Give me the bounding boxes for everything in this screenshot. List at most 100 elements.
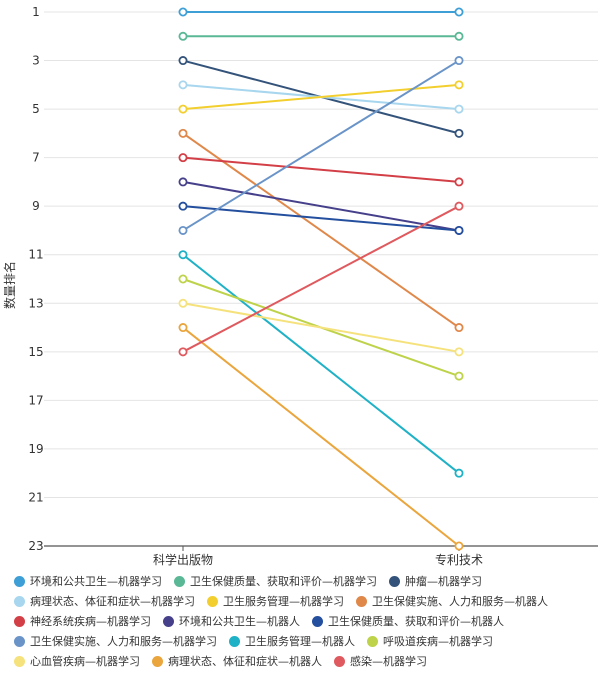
data-point — [178, 347, 188, 357]
legend-label: 感染—机器学习 — [350, 655, 427, 668]
legend-label: 环境和公共卫生—机器人 — [179, 615, 300, 628]
legend-item: 卫生保健实施、人力和服务—机器学习 — [14, 631, 217, 651]
y-tick-label: 3 — [32, 54, 40, 68]
data-point — [178, 274, 188, 284]
y-tick-label: 13 — [28, 296, 43, 310]
series — [178, 7, 464, 17]
legend-swatch — [152, 655, 163, 667]
data-point — [454, 104, 464, 114]
data-point — [454, 225, 464, 235]
y-tick-label: 7 — [32, 151, 40, 165]
gridlines — [44, 11, 598, 498]
legend-swatch — [229, 635, 240, 647]
legend-item: 感染—机器学习 — [334, 651, 427, 671]
series — [178, 153, 464, 187]
data-point — [178, 298, 188, 308]
legend-swatch — [367, 635, 378, 647]
data-point — [454, 7, 464, 17]
legend-label: 卫生服务管理—机器人 — [245, 635, 355, 648]
legend-label: 卫生保健质量、获取和评价—机器学习 — [190, 575, 377, 588]
legend-label: 卫生保健质量、获取和评价—机器人 — [328, 615, 504, 628]
legend-swatch — [312, 615, 323, 627]
data-point — [454, 56, 464, 66]
series-line — [182, 180, 460, 232]
series-line — [182, 253, 460, 474]
data-point — [178, 323, 188, 333]
series-line — [182, 302, 460, 353]
data-point — [178, 250, 188, 260]
data-point — [178, 104, 188, 114]
y-tick-label: 1 — [32, 5, 40, 19]
legend-item: 肿瘤—机器学习 — [389, 571, 482, 591]
x-tick-label: 专利技术 — [435, 552, 483, 567]
data-point — [178, 31, 188, 41]
legend-item: 病理状态、体征和症状—机器学习 — [14, 591, 195, 611]
series-line — [182, 156, 460, 183]
legend-item: 病理状态、体征和症状—机器人 — [152, 651, 322, 671]
legend-label: 病理状态、体征和症状—机器人 — [168, 655, 322, 668]
series — [178, 80, 464, 114]
legend-swatch — [334, 655, 345, 667]
data-point — [454, 323, 464, 333]
series — [178, 201, 464, 235]
legend-item: 卫生保健质量、获取和评价—机器人 — [312, 611, 504, 631]
legend-swatch — [14, 595, 25, 607]
data-point — [454, 201, 464, 211]
data-point — [454, 347, 464, 357]
data-point — [178, 225, 188, 235]
y-tick-label: 9 — [32, 199, 40, 213]
y-tick-label: 5 — [32, 102, 40, 116]
series-lines — [178, 7, 464, 551]
series — [178, 128, 464, 333]
series-line — [182, 205, 460, 232]
data-point — [178, 80, 188, 90]
data-point — [178, 153, 188, 163]
y-tick-label: 23 — [28, 539, 43, 553]
data-point — [454, 31, 464, 41]
legend-item: 卫生保健质量、获取和评价—机器学习 — [174, 571, 377, 591]
legend-swatch — [14, 635, 25, 647]
data-point — [454, 468, 464, 478]
legend-label: 神经系统疾病—机器学习 — [30, 615, 151, 628]
legend-swatch — [389, 575, 400, 587]
legend-swatch — [14, 615, 25, 627]
series — [178, 250, 464, 478]
legend-label: 心血管疾病—机器学习 — [30, 655, 140, 668]
legend-item: 环境和公共卫生—机器学习 — [14, 571, 162, 591]
series-line — [182, 59, 460, 232]
legend-item: 环境和公共卫生—机器人 — [163, 611, 300, 631]
x-tick-label: 科学出版物 — [153, 552, 213, 567]
legend-swatch — [163, 615, 174, 627]
data-point — [178, 201, 188, 211]
data-point — [454, 128, 464, 138]
legend-label: 卫生保健实施、人力和服务—机器学习 — [30, 635, 217, 648]
legend-label: 卫生服务管理—机器学习 — [223, 595, 344, 608]
legend-item: 呼吸道疾病—机器学习 — [367, 631, 493, 651]
data-point — [454, 371, 464, 381]
data-point — [454, 541, 464, 551]
series-line — [182, 205, 460, 353]
legend-swatch — [356, 595, 367, 607]
series — [178, 201, 464, 357]
legend-swatch — [174, 575, 185, 587]
data-point — [454, 80, 464, 90]
legend-swatch — [14, 575, 25, 587]
y-tick-label: 11 — [28, 248, 43, 262]
data-point — [178, 7, 188, 17]
data-point — [178, 56, 188, 66]
legend-item: 神经系统疾病—机器学习 — [14, 611, 151, 631]
legend-label: 环境和公共卫生—机器学习 — [30, 575, 162, 588]
y-tick-label: 19 — [28, 442, 43, 456]
legend-item: 心血管疾病—机器学习 — [14, 651, 140, 671]
data-point — [178, 128, 188, 138]
series — [178, 31, 464, 41]
legend-label: 呼吸道疾病—机器学习 — [383, 635, 493, 648]
y-tick-label: 17 — [28, 393, 43, 407]
y-axis-label: 数量排名 — [2, 261, 17, 309]
legend-label: 病理状态、体征和症状—机器学习 — [30, 595, 195, 608]
y-tick-label: 21 — [28, 490, 43, 504]
legend-swatch — [14, 655, 25, 667]
series-line — [182, 132, 460, 329]
